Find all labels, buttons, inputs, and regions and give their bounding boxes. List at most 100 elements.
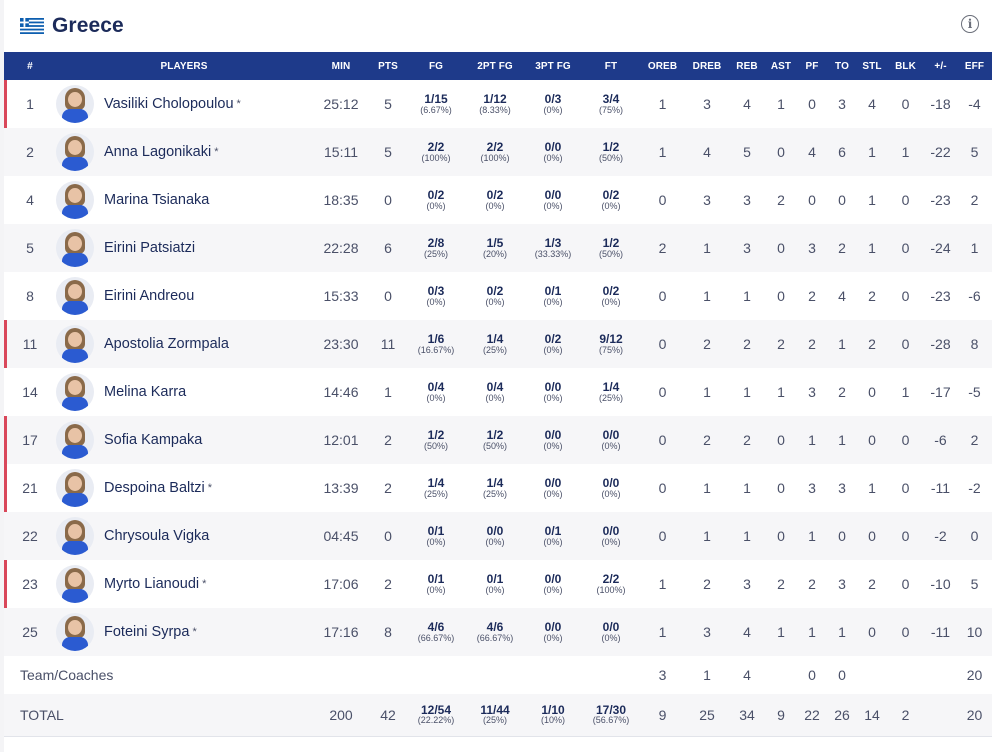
minutes: 15:11 (312, 128, 370, 176)
player-info[interactable]: Marina Tsianaka (56, 181, 312, 219)
shots-made-attempted: 1/4 (486, 331, 504, 346)
player-row[interactable]: 14 Melina Karra 14:46 1 0/4 (0%) 0/4 (0%) 0/0 (0%… (4, 368, 992, 416)
blocks: 0 (887, 512, 924, 560)
player-row[interactable]: 17 Sofia Kampaka 12:01 2 1/2 (50%) 1/2 (50%) 0/0… (4, 416, 992, 464)
shots-made-attempted: 0/0 (602, 427, 620, 442)
column-header[interactable]: STL (862, 60, 882, 72)
column-header[interactable]: BLK (895, 60, 916, 72)
player-name-link[interactable]: Eirini Patsiatzi (104, 240, 196, 256)
two-point-fg: 2/2 (100%) (466, 128, 524, 176)
player-row[interactable]: 2 Anna Lagonikaki * 15:11 5 2/2 (100%) 2/2 (100%… (4, 128, 992, 176)
shot-stat: 1/2 (50%) (582, 141, 640, 163)
column-header[interactable]: OREB (647, 60, 678, 72)
greece-flag-icon (20, 18, 44, 34)
efficiency: 8 (957, 320, 992, 368)
shot-percentage: (0%) (543, 200, 563, 211)
free-throws: 3/4 (75%) (582, 80, 640, 128)
free-throws: 0/0 (0%) (582, 464, 640, 512)
player-name-link[interactable]: Eirini Andreou (104, 288, 195, 304)
player-name-link[interactable]: Foteini Syrpa (104, 624, 190, 640)
column-header[interactable]: TO (835, 60, 849, 72)
player-name-link[interactable]: Anna Lagonikaki (104, 144, 212, 160)
player-name-link[interactable]: Myrto Lianoudi (104, 576, 200, 592)
steals: 0 (857, 512, 887, 560)
shot-stat: 2/2 (100%) (406, 141, 466, 163)
player-row[interactable]: 22 Chrysoula Vigka 04:45 0 0/1 (0%) 0/0 (0%) 0/1… (4, 512, 992, 560)
info-icon[interactable]: i (961, 15, 979, 33)
column-header[interactable]: PTS (378, 60, 398, 72)
rebounds: 2 (729, 320, 765, 368)
shots-made-attempted: 0/1 (486, 571, 504, 586)
shots-made-attempted: 0/0 (544, 571, 562, 586)
column-header[interactable]: PF (805, 60, 819, 72)
player-row[interactable]: 25 Foteini Syrpa * 17:16 8 4/6 (66.67%) 4/6 (66.… (4, 608, 992, 656)
player-info[interactable]: Eirini Andreou (56, 277, 312, 315)
blocks: 0 (887, 608, 924, 656)
player-name-link[interactable]: Marina Tsianaka (104, 192, 210, 208)
shot-stat: 0/0 (0%) (524, 189, 582, 211)
player-name-link[interactable]: Melina Karra (104, 384, 187, 400)
column-header[interactable]: 3PT FG (535, 60, 571, 72)
column-header[interactable]: AST (770, 60, 792, 72)
column-header[interactable]: REB (736, 60, 758, 72)
player-row[interactable]: 5 Eirini Patsiatzi 22:28 6 2/8 (25%) 1/5 (20%) 1… (4, 224, 992, 272)
rebounds: 4 (729, 608, 765, 656)
jersey-number: 25 (4, 608, 56, 656)
player-row[interactable]: 8 Eirini Andreou 15:33 0 0/3 (0%) 0/2 (0%) 0/1 (0… (4, 272, 992, 320)
column-header[interactable]: FG (428, 60, 444, 72)
player-row[interactable]: 23 Myrto Lianoudi * 17:06 2 0/1 (0%) 0/1 (0%) 0/0… (4, 560, 992, 608)
player-row[interactable]: 4 Marina Tsianaka 18:35 0 0/2 (0%) 0/2 (0%) 0/0(… (4, 176, 992, 224)
offensive-rebounds: 0 (640, 512, 685, 560)
assists: 0 (765, 224, 797, 272)
avatar-jersey (62, 541, 88, 555)
player-name-link[interactable]: Vasiliki Cholopoulou (104, 96, 234, 112)
avatar-face (68, 524, 82, 539)
shot-stat: 2/2 (100%) (582, 573, 640, 595)
column-header[interactable]: +/- (934, 60, 947, 72)
player-row[interactable]: 21 Despoina Baltzi * 13:39 2 1/4 (25%) 1/4 (25%)… (4, 464, 992, 512)
offensive-rebounds: 1 (640, 128, 685, 176)
player-info[interactable]: Foteini Syrpa * (56, 613, 312, 651)
player-row[interactable]: 1 Vasiliki Cholopoulou * 25:12 5 1/15 (6.67%) 1… (4, 80, 992, 128)
player-info[interactable]: Anna Lagonikaki * (56, 133, 312, 171)
player-info[interactable]: Vasiliki Cholopoulou * (56, 85, 312, 123)
minutes: 12:01 (312, 416, 370, 464)
points: 5 (370, 128, 406, 176)
minutes: 14:46 (312, 368, 370, 416)
player-info[interactable]: Melina Karra (56, 373, 312, 411)
plus-minus: -18 (924, 80, 957, 128)
player-name-link[interactable]: Chrysoula Vigka (104, 528, 210, 544)
jersey-number: 23 (4, 560, 56, 608)
column-header[interactable]: MIN (331, 60, 351, 72)
three-point-fg: 0/0 (0%) (524, 416, 582, 464)
shot-stat: 17/30 (56.67%) (582, 704, 640, 726)
player-name-link[interactable]: Sofia Kampaka (104, 432, 203, 448)
player-info[interactable]: Myrto Lianoudi * (56, 565, 312, 603)
avatar-jersey (62, 109, 88, 123)
two-point-fg: 0/2 (0%) (466, 272, 524, 320)
player-info[interactable]: Apostolia Zormpala (56, 325, 312, 363)
column-header[interactable]: # (27, 60, 33, 72)
shot-stat: 0/1 (0%) (466, 573, 524, 595)
shot-stat: 1/4 (25%) (582, 381, 640, 403)
player-info[interactable]: Despoina Baltzi * (56, 469, 312, 507)
shots-made-attempted: 0/1 (427, 571, 445, 586)
player-info[interactable]: Eirini Patsiatzi (56, 229, 312, 267)
player-row[interactable]: 11 Apostolia Zormpala 23:30 11 1/6 (16.67%) 1/… (4, 320, 992, 368)
player-info[interactable]: Sofia Kampaka (56, 421, 312, 459)
column-header[interactable]: DREB (692, 60, 722, 72)
column-header[interactable]: PLAYERS (160, 60, 208, 72)
player-name-link[interactable]: Despoina Baltzi (104, 480, 205, 496)
points: 11 (370, 320, 406, 368)
column-header[interactable]: EFF (964, 60, 985, 72)
shot-percentage: (0%) (485, 584, 505, 595)
shot-percentage: (0%) (426, 584, 446, 595)
player-info[interactable]: Chrysoula Vigka (56, 517, 312, 555)
player-avatar (56, 421, 94, 459)
assists: 1 (765, 608, 797, 656)
column-header[interactable]: FT (604, 60, 618, 72)
column-header[interactable]: 2PT FG (477, 60, 513, 72)
shot-stat: 0/0 (0%) (582, 429, 640, 451)
player-name-link[interactable]: Apostolia Zormpala (104, 336, 229, 352)
shots-made-attempted: 0/1 (544, 523, 562, 538)
